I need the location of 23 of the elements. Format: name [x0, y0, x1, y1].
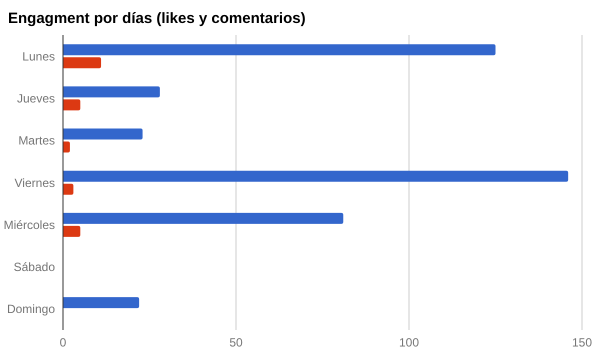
x-tick-label: 100: [398, 336, 420, 350]
x-tick-label: 50: [229, 336, 243, 350]
bar: [63, 170, 568, 182]
bar: [63, 226, 80, 237]
x-tick-label: 0: [60, 336, 67, 350]
bar: [63, 57, 102, 68]
bar: [63, 128, 143, 140]
bar: [63, 86, 160, 98]
bar: [63, 99, 80, 110]
bar: [63, 142, 70, 153]
y-tick-label: Miércoles: [4, 218, 55, 232]
x-tick-label: 150: [572, 336, 592, 350]
bar: [63, 297, 140, 308]
y-tick-label: Lunes: [22, 49, 55, 64]
y-tick-label: Domingo: [6, 302, 56, 316]
y-tick-label: Sábado: [14, 260, 56, 274]
y-tick-label: Martes: [18, 134, 55, 148]
y-tick-label: Jueves: [16, 91, 55, 106]
y-tick-label: Viernes: [14, 176, 55, 190]
chart-title: Engagment por días (likes y comentarios): [8, 10, 306, 27]
bar: [63, 184, 74, 195]
bar: [63, 212, 344, 224]
bar: [63, 44, 496, 56]
